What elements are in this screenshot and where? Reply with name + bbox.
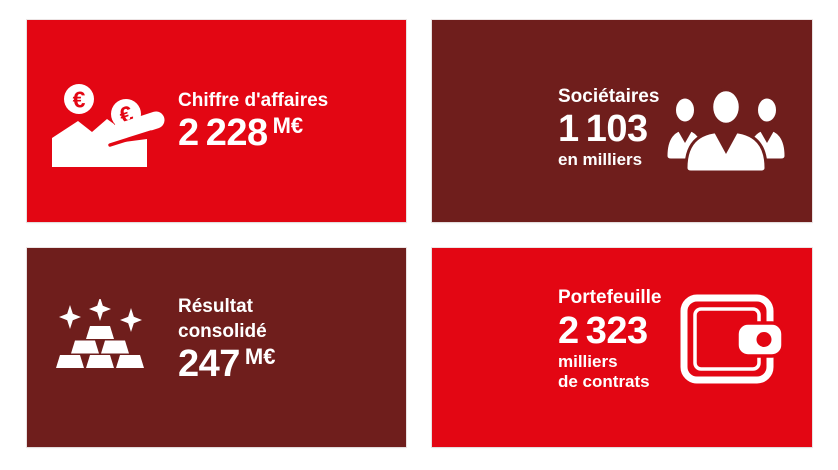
kpi-tile-portfolio: Portefeuille 2 323 milliers de contrats [432,248,812,447]
portfolio-text-block: Portefeuille 2 323 milliers de contrats [558,287,670,392]
portfolio-value-row: 2 323 [558,312,670,350]
members-value: 1 103 [558,107,648,150]
members-value-row: 1 103 [558,110,664,148]
members-text-block: Sociétaires 1 103 en milliers [558,86,664,171]
wallet-icon [680,294,788,386]
revenue-value: 2 228 [178,112,268,155]
svg-text:€: € [73,87,86,113]
result-value-row: 247 M€ [178,345,275,383]
members-subtitle: en milliers [558,149,643,169]
result-text-block: Résultat consolidé 247 M€ [178,296,275,383]
portfolio-label: Portefeuille [558,287,662,309]
kpi-tile-revenue: € € Chiffre d'affaires 2 228 M€ [27,20,406,222]
revenue-text-block: Chiffre d'affaires 2 228 M€ [178,90,328,152]
result-label-line2: consolidé [178,320,267,342]
revenue-value-row: 2 228 M€ [178,114,328,152]
result-label-line1: Résultat [178,296,253,318]
revenue-label: Chiffre d'affaires [178,89,329,111]
people-group-icon [664,84,788,172]
kpi-tile-members: Sociétaires 1 103 en milliers [432,20,812,222]
members-label: Sociétaires [558,85,660,107]
portfolio-value: 2 323 [558,309,648,352]
hand-with-euro-coins-icon: € € [50,75,172,167]
result-unit: M€ [244,343,276,369]
revenue-unit: M€ [272,113,304,139]
gold-bars-icon [55,298,145,371]
portfolio-subtitle-line2: de contrats [558,372,650,392]
kpi-tile-result: Résultat consolidé 247 M€ [27,248,406,447]
result-value: 247 [178,342,240,385]
portfolio-subtitle-line1: milliers [558,351,618,371]
